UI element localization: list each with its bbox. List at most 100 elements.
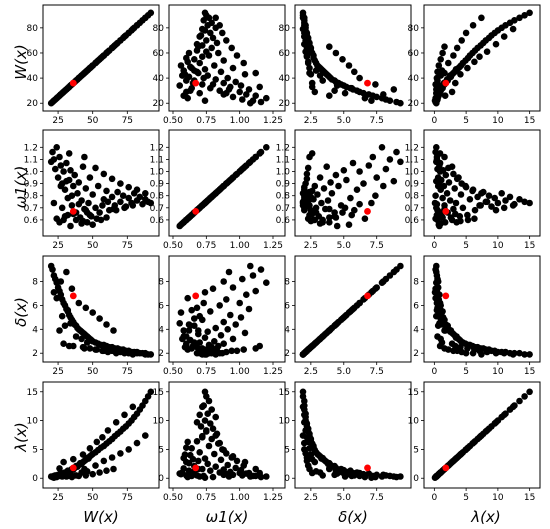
data-point: [506, 193, 514, 201]
y-tick-label: 10: [153, 417, 165, 427]
data-point: [213, 39, 221, 47]
data-point: [326, 205, 333, 213]
data-point: [516, 349, 523, 357]
data-point: [233, 52, 241, 59]
data-point: [129, 351, 137, 358]
data-point: [500, 204, 508, 212]
data-point: [50, 199, 58, 207]
data-point: [78, 335, 85, 343]
panel-frame: [423, 129, 541, 237]
data-point: [361, 94, 369, 102]
data-point: [224, 326, 231, 333]
x-tick-label: 75: [122, 493, 133, 503]
data-point: [299, 393, 307, 400]
data-point: [103, 467, 110, 475]
data-point: [209, 34, 217, 42]
data-point: [86, 445, 94, 452]
data-point: [100, 170, 108, 178]
data-point: [233, 457, 241, 465]
data-point: [303, 53, 311, 60]
data-point: [89, 191, 96, 198]
data-point: [191, 315, 198, 322]
x-tick-label: 75: [122, 241, 133, 251]
y-tick-label: 0.9: [276, 180, 291, 190]
data-point: [521, 12, 528, 19]
data-point: [93, 215, 101, 222]
data-point: [79, 71, 87, 78]
data-point: [390, 268, 398, 276]
data-point: [306, 445, 313, 452]
data-point: [306, 64, 313, 72]
data-point: [196, 33, 203, 40]
data-point: [241, 71, 249, 78]
data-point: [200, 74, 207, 82]
data-point: [500, 411, 508, 419]
data-point: [104, 348, 112, 356]
data-point: [79, 163, 87, 170]
panel-frame: [423, 4, 541, 112]
data-point: [117, 450, 124, 457]
data-point: [223, 37, 230, 44]
y-tick-label: 10: [279, 417, 291, 427]
x-tick-label: 5.0: [337, 493, 352, 503]
data-point: [492, 419, 500, 426]
data-point: [86, 64, 94, 72]
data-point: [201, 9, 209, 17]
x-tick-label: 5: [463, 493, 469, 503]
y-tick-label: 1.2: [24, 143, 38, 153]
x-tick-label: 0.75: [196, 116, 216, 126]
data-point: [257, 98, 265, 106]
data-point: [464, 64, 471, 72]
data-point: [224, 461, 231, 469]
y-tick-label: 20: [153, 99, 165, 109]
y-tick-label: 1.1: [405, 155, 419, 165]
y-tick-label: 1.0: [24, 168, 39, 178]
data-point: [368, 97, 375, 104]
x-tick-label: 2.5: [304, 367, 318, 377]
data-point: [380, 91, 387, 98]
data-point: [471, 438, 478, 446]
data-point: [99, 53, 106, 60]
y-tick-label: 8: [284, 278, 290, 288]
data-point: [86, 174, 94, 181]
data-point: [511, 17, 518, 24]
data-point: [195, 327, 202, 334]
y-tick-label: 40: [153, 74, 165, 84]
x-tick-label: 7.5: [370, 116, 384, 126]
data-point: [200, 299, 207, 307]
y-tick-label: 60: [279, 49, 291, 59]
data-point: [372, 81, 379, 88]
data-point: [433, 200, 441, 208]
data-point: [332, 321, 340, 328]
y-tick-label: 4: [413, 325, 419, 335]
data-point: [241, 329, 249, 337]
data-point: [79, 343, 87, 351]
data-point: [199, 81, 206, 88]
data-point: [457, 451, 464, 458]
data-point: [509, 351, 517, 358]
data-point: [326, 327, 333, 334]
y-tick-label: 0.9: [24, 180, 39, 190]
data-point: [184, 346, 191, 353]
data-point: [63, 473, 70, 480]
y-tick-label: 80: [279, 24, 291, 34]
y-tick-label: 1.2: [150, 143, 164, 153]
data-point: [435, 62, 443, 69]
data-point: [380, 278, 387, 285]
data-point: [457, 191, 465, 198]
data-point: [239, 275, 246, 283]
data-point: [229, 335, 237, 343]
data-point: [446, 197, 454, 204]
data-point: [469, 22, 477, 29]
x-tick-label: 1.25: [263, 116, 283, 126]
data-point: [491, 194, 499, 202]
data-point: [521, 393, 528, 400]
x-tick-label: 75: [122, 367, 133, 377]
data-point: [67, 320, 74, 327]
data-point: [434, 91, 442, 98]
row-label-0: W(x): [12, 44, 30, 79]
data-point: [304, 58, 312, 66]
data-point: [390, 473, 398, 480]
data-point: [184, 94, 191, 102]
data-point: [193, 419, 201, 426]
